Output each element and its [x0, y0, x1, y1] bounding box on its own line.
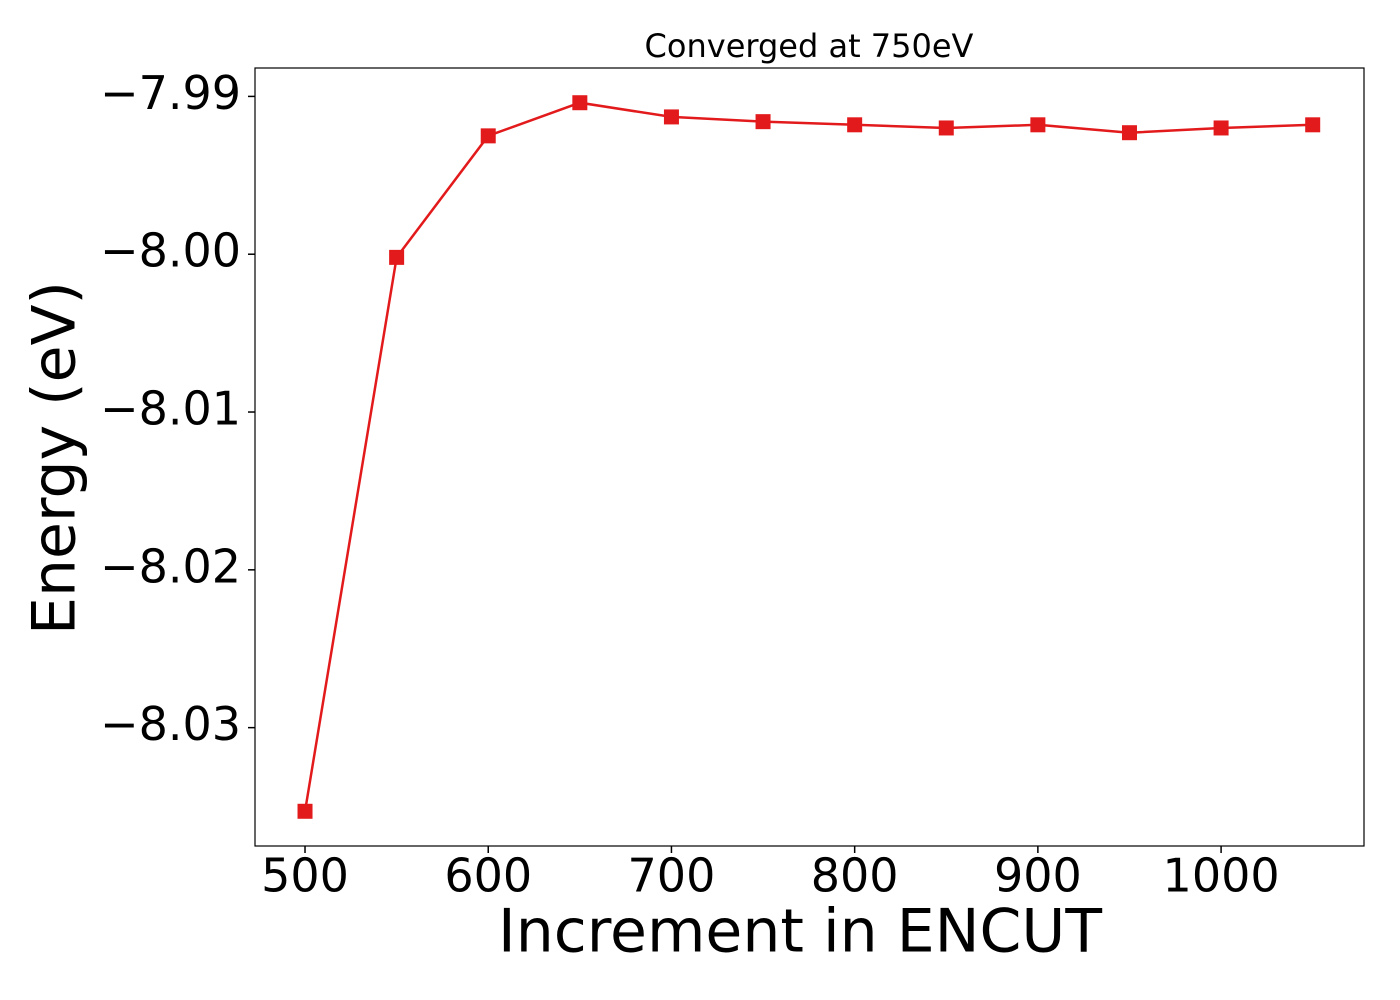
- data-marker: [847, 117, 863, 133]
- data-marker: [297, 803, 313, 819]
- x-tick-label: 800: [811, 849, 899, 903]
- chart-title: Converged at 750eV: [645, 27, 974, 65]
- data-line: [303, 101, 1313, 812]
- plot-frame: [254, 67, 1365, 847]
- data-marker: [755, 114, 771, 130]
- x-tick-label: 1000: [1163, 849, 1280, 903]
- data-marker: [389, 249, 405, 265]
- y-axis-label: Energy (eV): [20, 281, 90, 635]
- y-tick-label: −8.00: [100, 224, 241, 278]
- x-tick-label: 500: [261, 849, 349, 903]
- x-tick-label: 900: [994, 849, 1082, 903]
- y-tick-label: −8.03: [100, 697, 241, 751]
- data-marker: [1121, 125, 1137, 141]
- y-tick-label: −7.99: [100, 66, 241, 120]
- x-axis-label: Increment in ENCUT: [498, 897, 1102, 967]
- data-marker: [1213, 120, 1229, 136]
- data-marker: [938, 120, 954, 136]
- x-tick-label: 700: [628, 849, 716, 903]
- x-tick-label: 600: [444, 849, 532, 903]
- data-marker: [1030, 117, 1046, 133]
- y-tick-label: −8.01: [100, 382, 241, 436]
- data-marker: [663, 109, 679, 125]
- data-marker: [480, 128, 496, 144]
- y-tick-label: −8.02: [100, 539, 241, 593]
- data-marker: [1305, 117, 1321, 133]
- data-marker: [572, 95, 588, 111]
